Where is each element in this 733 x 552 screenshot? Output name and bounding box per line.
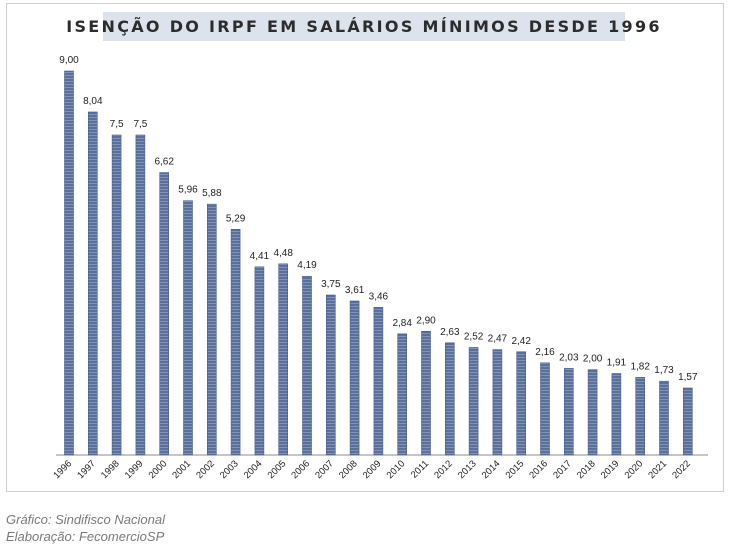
value-label-2009: 3,46 bbox=[369, 291, 389, 302]
tick-label-2021: 2021 bbox=[646, 458, 669, 481]
value-label-2000: 6,62 bbox=[154, 157, 174, 168]
tick-label-1997: 1997 bbox=[75, 458, 98, 481]
value-label-2021: 1,73 bbox=[654, 365, 674, 376]
bar-1997 bbox=[88, 111, 98, 456]
bar-2011 bbox=[421, 330, 431, 456]
elaboration-credit: Elaboração: FecomercioSP bbox=[6, 529, 165, 544]
value-label-2006: 4,19 bbox=[297, 260, 317, 271]
tick-label-2004: 2004 bbox=[242, 458, 265, 481]
bar-2005 bbox=[278, 263, 289, 456]
bar-2006 bbox=[302, 275, 312, 456]
value-label-2022: 1,57 bbox=[678, 372, 698, 383]
value-label-2004: 4,41 bbox=[250, 251, 270, 262]
value-label-2017: 2,03 bbox=[559, 352, 579, 363]
chart-title-box: ISENÇÃO DO IRPF EM SALÁRIOS MÍNIMOS DESD… bbox=[66, 12, 660, 41]
bar-2017 bbox=[563, 368, 574, 456]
bar-2010 bbox=[397, 333, 408, 456]
tick-label-2003: 2003 bbox=[218, 458, 241, 481]
chart-title: ISENÇÃO DO IRPF EM SALÁRIOS MÍNIMOS DESD… bbox=[66, 17, 662, 36]
value-label-2019: 1,91 bbox=[607, 358, 627, 369]
tick-label-2017: 2017 bbox=[551, 458, 574, 481]
bar-2000 bbox=[159, 172, 169, 456]
bar-2014 bbox=[492, 349, 503, 456]
value-label-1997: 8,04 bbox=[83, 96, 103, 107]
value-label-2008: 3,61 bbox=[345, 285, 365, 296]
bar-2016 bbox=[540, 362, 550, 456]
tick-label-2014: 2014 bbox=[480, 458, 503, 481]
bar-2007 bbox=[325, 294, 336, 456]
value-label-2013: 2,52 bbox=[464, 331, 484, 342]
value-label-2007: 3,75 bbox=[321, 279, 341, 290]
bar-2015 bbox=[516, 351, 527, 456]
value-label-2016: 2,16 bbox=[535, 347, 555, 358]
tick-label-2009: 2009 bbox=[361, 458, 384, 481]
tick-label-2001: 2001 bbox=[170, 458, 193, 481]
tick-label-2020: 2020 bbox=[623, 458, 646, 481]
bar-2021 bbox=[659, 380, 669, 456]
bar-2002 bbox=[207, 203, 217, 456]
tick-label-2012: 2012 bbox=[432, 458, 455, 481]
tick-label-1996: 1996 bbox=[51, 458, 74, 481]
value-label-1999: 7,5 bbox=[133, 119, 147, 130]
tick-label-2015: 2015 bbox=[504, 458, 527, 481]
tick-label-2013: 2013 bbox=[456, 458, 479, 481]
bar-2022 bbox=[682, 387, 693, 456]
bar-2008 bbox=[349, 300, 360, 456]
tick-label-2019: 2019 bbox=[599, 458, 622, 481]
value-label-2015: 2,42 bbox=[511, 336, 531, 347]
tick-label-2022: 2022 bbox=[670, 458, 693, 481]
bar-1998 bbox=[111, 134, 122, 456]
value-label-2003: 5,29 bbox=[226, 213, 246, 224]
tick-label-2011: 2011 bbox=[409, 458, 431, 480]
tick-label-2002: 2002 bbox=[194, 458, 217, 481]
tick-label-2007: 2007 bbox=[313, 458, 336, 481]
value-label-2002: 5,88 bbox=[202, 188, 222, 199]
bar-2019 bbox=[611, 373, 622, 456]
bar-2020 bbox=[635, 377, 646, 456]
bar-2012 bbox=[444, 342, 455, 456]
bar-2009 bbox=[373, 307, 384, 456]
tick-label-2000: 2000 bbox=[147, 458, 170, 481]
bar-2018 bbox=[587, 369, 598, 456]
value-label-2005: 4,48 bbox=[273, 248, 293, 259]
tick-label-1999: 1999 bbox=[123, 458, 146, 481]
value-label-1996: 9,00 bbox=[59, 55, 79, 66]
value-label-2018: 2,00 bbox=[583, 354, 603, 365]
tick-label-2018: 2018 bbox=[575, 458, 598, 481]
source-credit: Gráfico: Sindifisco Nacional bbox=[6, 512, 165, 527]
value-label-2010: 2,84 bbox=[392, 318, 412, 329]
value-label-2012: 2,63 bbox=[440, 327, 460, 338]
value-label-2020: 1,82 bbox=[630, 361, 650, 372]
bar-2013 bbox=[468, 347, 479, 456]
bar-2004 bbox=[254, 266, 265, 456]
tick-label-2010: 2010 bbox=[385, 458, 408, 481]
bar-1999 bbox=[135, 134, 146, 456]
value-label-2001: 5,96 bbox=[178, 185, 198, 196]
bar-2001 bbox=[183, 200, 193, 456]
value-label-2014: 2,47 bbox=[488, 334, 508, 345]
chart-frame bbox=[6, 3, 724, 492]
tick-label-2016: 2016 bbox=[527, 458, 550, 481]
value-label-2011: 2,90 bbox=[416, 315, 436, 326]
tick-label-2008: 2008 bbox=[337, 458, 360, 481]
bar-1996 bbox=[64, 70, 74, 456]
tick-label-1998: 1998 bbox=[99, 458, 122, 481]
value-label-1998: 7,5 bbox=[110, 119, 124, 130]
tick-label-2006: 2006 bbox=[289, 458, 312, 481]
bar-2003 bbox=[230, 228, 241, 456]
tick-label-2005: 2005 bbox=[266, 458, 289, 481]
